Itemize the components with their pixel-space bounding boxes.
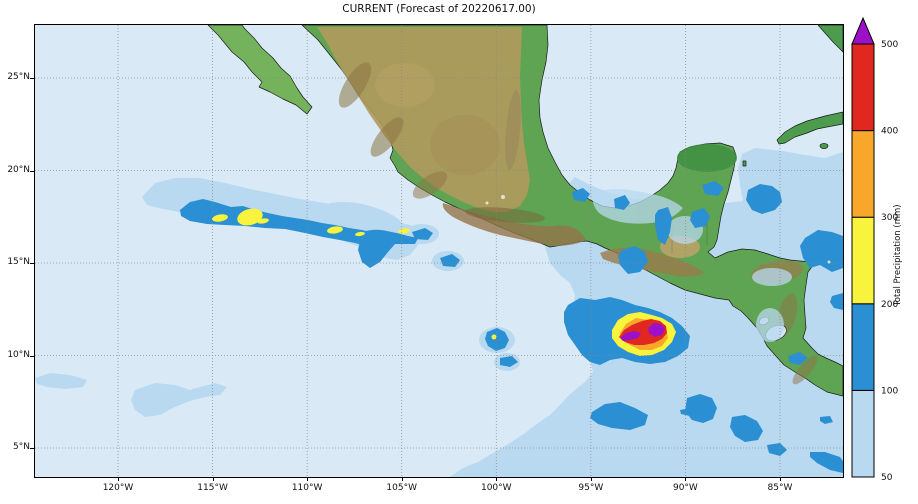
baja-california: [207, 25, 313, 115]
x-tick: [496, 477, 498, 481]
colorbar-tick-label: 400: [881, 127, 898, 137]
plot-title: CURRENT (Forecast of 20220617.00): [342, 3, 536, 15]
x-tick: [307, 477, 309, 481]
x-tick-label: 100°W: [480, 483, 512, 493]
y-tick: [30, 355, 34, 357]
y-tick: [30, 263, 34, 264]
y-tick-label: 20°N: [7, 164, 30, 175]
terrain-shading: [317, 27, 818, 385]
x-tick-label: 105°W: [386, 483, 417, 493]
x-tick-label: 90°W: [672, 483, 698, 493]
colorbar-segment: [851, 216, 875, 305]
colorbar-segment: [851, 389, 875, 478]
colorbar-over-arrow: [851, 16, 875, 45]
precip-over-500-layer: [620, 323, 665, 341]
x-tick-label: 115°W: [197, 483, 228, 493]
x-tick-label: 110°W: [291, 483, 323, 493]
gridlines: [35, 25, 843, 477]
y-tick: [30, 448, 34, 449]
cozumel-island: [742, 160, 747, 167]
colorbar-title: Total Precipitation (mm): [893, 204, 903, 306]
colorbar-segment: [851, 130, 875, 218]
x-tick: [212, 477, 214, 481]
isla-juventud: [819, 143, 829, 149]
x-tick: [118, 477, 119, 481]
x-tick-label: 95°W: [578, 483, 604, 493]
colorbar-segment: [851, 303, 875, 391]
y-tick: [30, 78, 34, 79]
colorbar-tick-label: 100: [881, 386, 898, 396]
x-tick-label: 85°W: [767, 483, 793, 493]
x-tick: [685, 477, 687, 481]
y-tick-label: 15°N: [7, 257, 30, 267]
y-tick-label: 5°N: [13, 442, 30, 452]
colorbar-tick-label: 200: [881, 300, 898, 310]
colorbar: 50 100 200 300 400 500: [851, 16, 898, 483]
x-tick: [590, 477, 592, 481]
colorbar-segment: [851, 43, 875, 132]
map-svg: [35, 25, 843, 477]
x-tick-label: 120°W: [102, 483, 134, 493]
y-tick-label: 25°N: [7, 72, 30, 82]
map-plot-area: [34, 24, 844, 478]
florida-tip: [817, 25, 843, 53]
island-dot: [827, 260, 831, 264]
y-tick: [30, 170, 34, 172]
x-tick: [401, 477, 403, 481]
cuba: [776, 111, 843, 145]
x-tick: [779, 477, 781, 481]
precip-100-200-layer: [180, 181, 843, 473]
colorbar-tick-label: 300: [881, 213, 898, 223]
y-tick-label: 10°N: [7, 349, 30, 360]
colorbar-tick-label: 500: [881, 40, 898, 50]
colorbar-tick-label: 50: [881, 473, 893, 483]
